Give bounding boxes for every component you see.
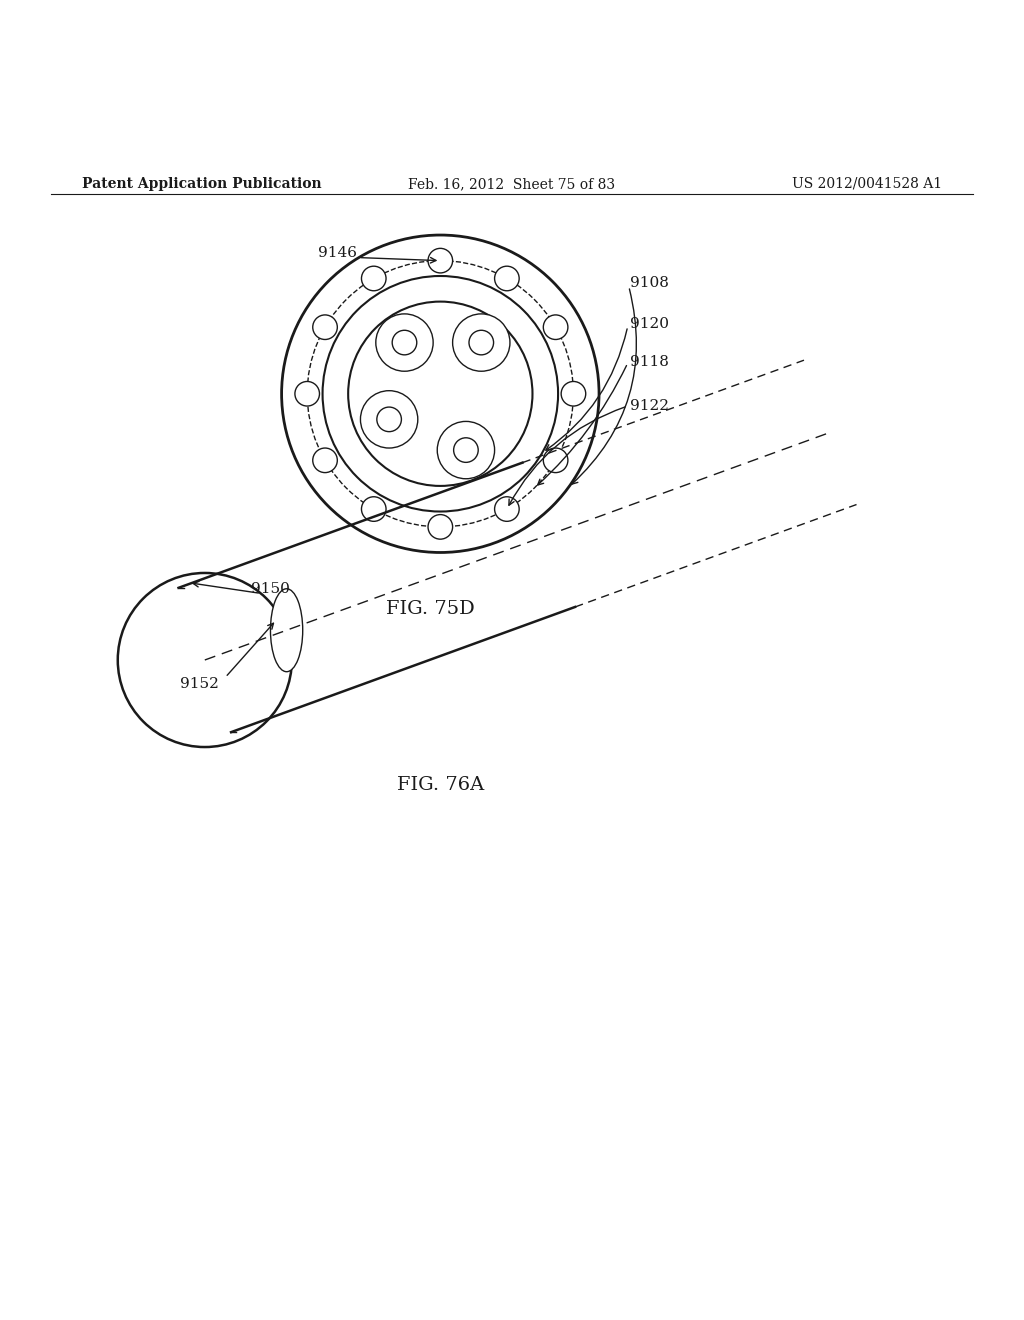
Circle shape xyxy=(118,573,292,747)
Text: 9120: 9120 xyxy=(630,317,669,331)
Circle shape xyxy=(544,447,568,473)
Circle shape xyxy=(428,515,453,539)
Circle shape xyxy=(295,381,319,407)
Circle shape xyxy=(454,438,478,462)
Circle shape xyxy=(437,421,495,479)
Ellipse shape xyxy=(270,589,303,672)
Text: US 2012/0041528 A1: US 2012/0041528 A1 xyxy=(792,177,942,191)
Text: 9122: 9122 xyxy=(630,399,669,413)
Circle shape xyxy=(561,381,586,407)
Text: 9152: 9152 xyxy=(180,677,219,690)
Circle shape xyxy=(495,267,519,290)
Text: FIG. 75D: FIG. 75D xyxy=(386,599,474,618)
Circle shape xyxy=(312,447,337,473)
Circle shape xyxy=(469,330,494,355)
Text: 9108: 9108 xyxy=(630,276,669,290)
Circle shape xyxy=(312,315,337,339)
Circle shape xyxy=(428,248,453,273)
Circle shape xyxy=(495,496,519,521)
Circle shape xyxy=(376,314,433,371)
Text: FIG. 76A: FIG. 76A xyxy=(396,776,484,793)
Text: 9146: 9146 xyxy=(318,247,357,260)
Text: Feb. 16, 2012  Sheet 75 of 83: Feb. 16, 2012 Sheet 75 of 83 xyxy=(409,177,615,191)
Circle shape xyxy=(544,315,568,339)
Circle shape xyxy=(377,407,401,432)
Text: Patent Application Publication: Patent Application Publication xyxy=(82,177,322,191)
Circle shape xyxy=(361,267,386,290)
Text: 9118: 9118 xyxy=(630,355,669,370)
Circle shape xyxy=(361,496,386,521)
Circle shape xyxy=(360,391,418,447)
Text: 9150: 9150 xyxy=(251,582,290,597)
Circle shape xyxy=(392,330,417,355)
Circle shape xyxy=(453,314,510,371)
